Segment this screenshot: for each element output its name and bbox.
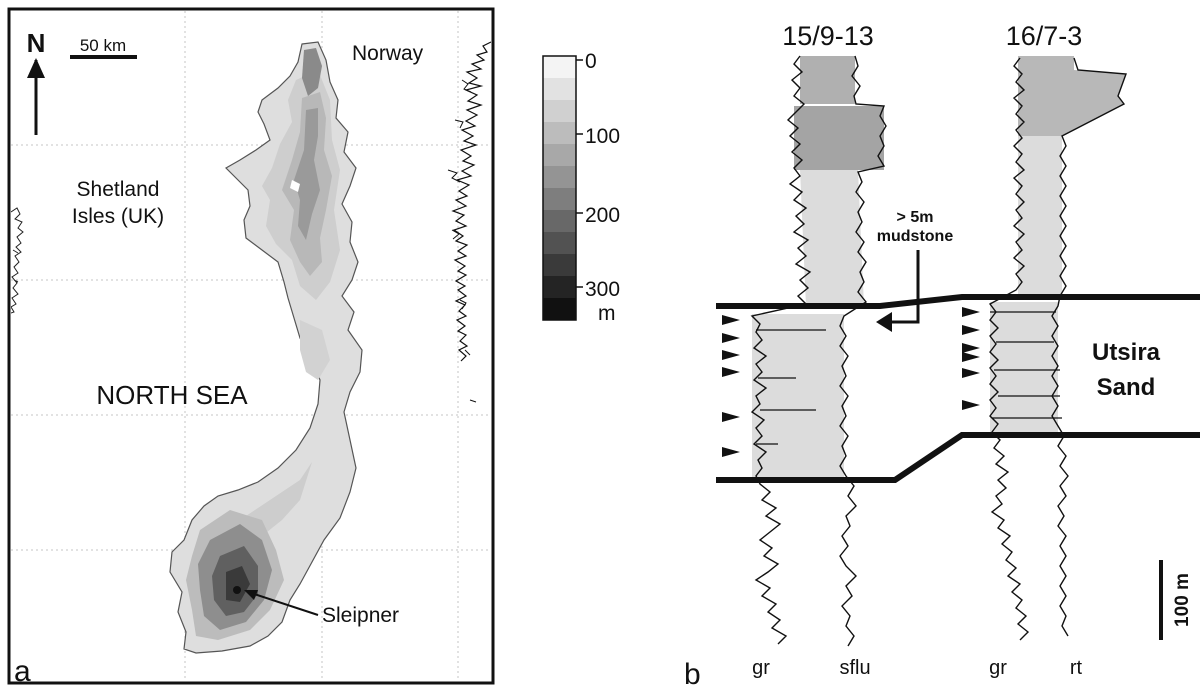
utsira-label-line2: Sand (1097, 374, 1156, 401)
well-2-logs (988, 56, 1127, 641)
well-1-mudstone-markers (722, 315, 740, 457)
north-label: N (27, 28, 46, 58)
shetland-coastline (11, 207, 24, 314)
utsira-label-line1: Utsira (1092, 339, 1161, 366)
mudstone-label-line1: > 5m (897, 209, 934, 226)
well-2-rt-curve (1051, 57, 1127, 637)
sleipner-arrowhead (244, 590, 258, 600)
shetland-label-line1: Shetland (77, 178, 160, 201)
legend-tick-300: 300 (585, 278, 620, 301)
map-panel: N 50 km Norway Shetland Isles (UK) NORTH… (7, 7, 495, 688)
panel-b-letter: b (684, 658, 701, 691)
well-1-sflu-curve (839, 55, 887, 647)
well-1-gr-curve (750, 55, 812, 645)
map-scale-label: 50 km (80, 36, 126, 55)
mudstone-label-line2: mudstone (877, 228, 954, 245)
legend-tick-100: 100 (585, 125, 620, 148)
depth-scale-label: 100 m (1172, 573, 1193, 627)
panel-a-letter: a (14, 655, 31, 688)
well-2-left-log-label: gr (989, 657, 1007, 679)
utsira-top-boundary (716, 294, 1200, 309)
legend-unit: m (598, 302, 616, 325)
well-2-mudstone-markers (962, 307, 980, 410)
legend-tick-200: 200 (585, 204, 620, 227)
well-1-right-log-label: sflu (839, 657, 870, 679)
well-1-logs (750, 55, 887, 647)
well-2-gr-curve (988, 57, 1030, 641)
shetland-label-line2: Isles (UK) (72, 205, 164, 228)
north-arrow-icon (27, 58, 45, 135)
well-2-name: 16/7-3 (1006, 21, 1083, 51)
well-1-name: 15/9-13 (782, 21, 874, 51)
norway-label: Norway (352, 42, 424, 65)
well-log-panel: 15/9-13 16/7-3 (684, 21, 1200, 691)
north-sea-label: NORTH SEA (96, 380, 248, 410)
well-1-left-log-label: gr (752, 657, 770, 679)
mudstone-pointer-line (888, 250, 920, 324)
legend-frame (542, 55, 577, 321)
legend-tick-0: 0 (585, 50, 597, 73)
utsira-base-boundary (716, 432, 1200, 483)
sleipner-label: Sleipner (322, 604, 399, 627)
thickness-legend: 0 100 200 300 m (542, 50, 620, 325)
well-2-right-log-label: rt (1070, 657, 1083, 679)
sleipner-pointer-line (247, 591, 319, 616)
mudstone-arrowhead (876, 312, 892, 332)
utsira-sand-body (169, 41, 363, 654)
sleipner-location-marker (233, 586, 241, 594)
